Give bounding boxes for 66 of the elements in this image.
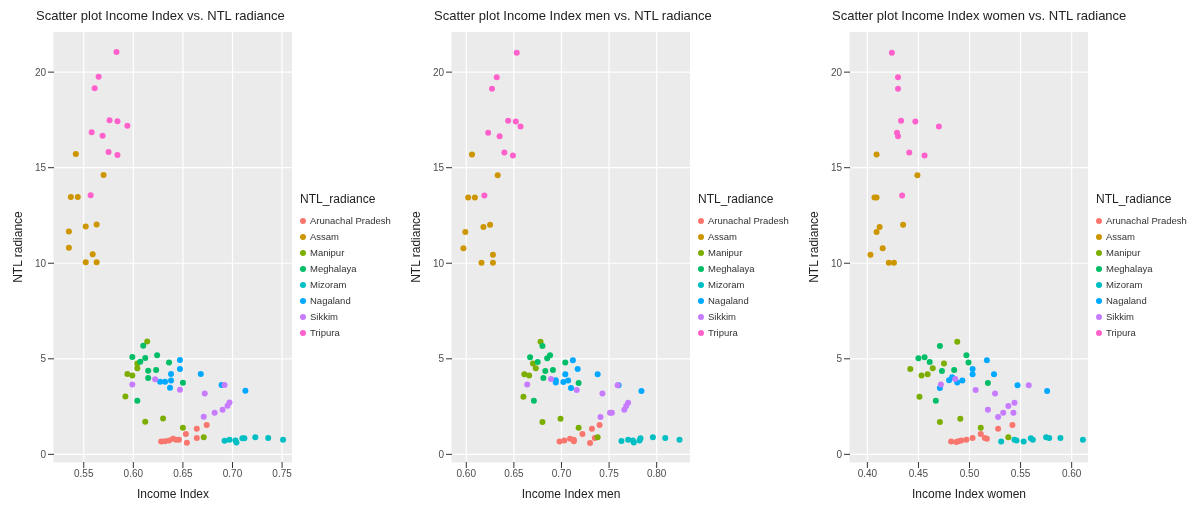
y-axis-title: NTL radiance xyxy=(409,210,424,283)
legend-label: Tripura xyxy=(1106,327,1136,338)
x-tick-label: 0.45 xyxy=(908,468,929,480)
legend-label: Assam xyxy=(310,231,340,242)
legend-label: Nagaland xyxy=(708,295,749,306)
legend-label: Mizoram xyxy=(708,279,745,290)
x-tick-label: 0.80 xyxy=(646,468,667,480)
legend-label: Manipur xyxy=(310,247,345,258)
y-tick-label: 5 xyxy=(40,353,47,365)
x-tick-label: 0.60 xyxy=(456,468,477,480)
x-axis-title: Income Index men xyxy=(521,487,621,501)
y-tick-label: 20 xyxy=(830,66,843,78)
y-axis-title: NTL radiance xyxy=(807,210,822,283)
legend-label: Nagaland xyxy=(1106,295,1147,306)
legend-label: Tripura xyxy=(708,327,738,338)
legend-label: Sikkim xyxy=(708,311,736,322)
legend-label: Tripura xyxy=(310,327,340,338)
x-tick-label: 0.65 xyxy=(173,468,194,480)
x-axis-title: Income Index women xyxy=(911,487,1027,501)
x-tick-label: 0.55 xyxy=(1010,468,1031,480)
chart-title: Scatter plot Income Index men vs. NTL radiance xyxy=(433,8,713,25)
legend-title: NTL_radiance xyxy=(300,191,377,207)
legend-label: Sikkim xyxy=(310,311,338,322)
y-tick-label: 0 xyxy=(438,448,445,460)
x-axis-title: Income Index xyxy=(136,487,210,501)
y-tick-label: 10 xyxy=(432,257,445,269)
y-tick-label: 15 xyxy=(432,162,445,174)
legend-label: Assam xyxy=(708,231,738,242)
x-tick-label: 0.75 xyxy=(272,468,293,480)
legend-label: Meghalaya xyxy=(1106,263,1153,274)
legend-label: Sikkim xyxy=(1106,311,1134,322)
legend-title: NTL_radiance xyxy=(698,191,775,207)
y-tick-label: 10 xyxy=(830,257,843,269)
legend-label: Meghalaya xyxy=(708,263,755,274)
x-tick-label: 0.70 xyxy=(222,468,243,480)
chart-title: Scatter plot Income Index vs. NTL radiance xyxy=(35,8,286,25)
legend-label: Arunachal Pradesh xyxy=(708,215,789,226)
legend-label: Mizoram xyxy=(1106,279,1143,290)
y-tick-label: 5 xyxy=(836,353,843,365)
x-tick-label: 0.55 xyxy=(74,468,94,480)
y-tick-label: 15 xyxy=(34,162,47,174)
x-tick-label: 0.75 xyxy=(599,468,620,480)
x-tick-label: 0.60 xyxy=(1061,468,1082,480)
legend-label: Assam xyxy=(1106,231,1136,242)
x-tick-label: 0.40 xyxy=(857,468,878,480)
x-tick-label: 0.70 xyxy=(551,468,572,480)
legend-label: Nagaland xyxy=(310,295,351,306)
chart-title: Scatter plot Income Index women vs. NTL radiance xyxy=(831,8,1128,25)
y-axis-title: NTL radiance xyxy=(11,210,26,283)
legend-label: Manipur xyxy=(1106,247,1141,258)
y-tick-label: 20 xyxy=(34,66,47,78)
y-tick-label: 0 xyxy=(836,448,843,460)
y-tick-label: 15 xyxy=(830,162,843,174)
legend-label: Mizoram xyxy=(310,279,347,290)
y-tick-label: 5 xyxy=(438,353,445,365)
y-tick-label: 0 xyxy=(40,448,47,460)
legend-title: NTL_radiance xyxy=(1096,191,1173,207)
y-tick-label: 10 xyxy=(34,257,47,269)
legend-label: Meghalaya xyxy=(310,263,357,274)
legend-label: Manipur xyxy=(708,247,743,258)
legend-label: Arunachal Pradesh xyxy=(1106,215,1187,226)
y-tick-label: 20 xyxy=(432,66,445,78)
x-tick-label: 0.65 xyxy=(504,468,525,480)
legend-label: Arunachal Pradesh xyxy=(310,215,391,226)
x-tick-label: 0.50 xyxy=(959,468,980,480)
x-tick-label: 0.60 xyxy=(123,468,144,480)
